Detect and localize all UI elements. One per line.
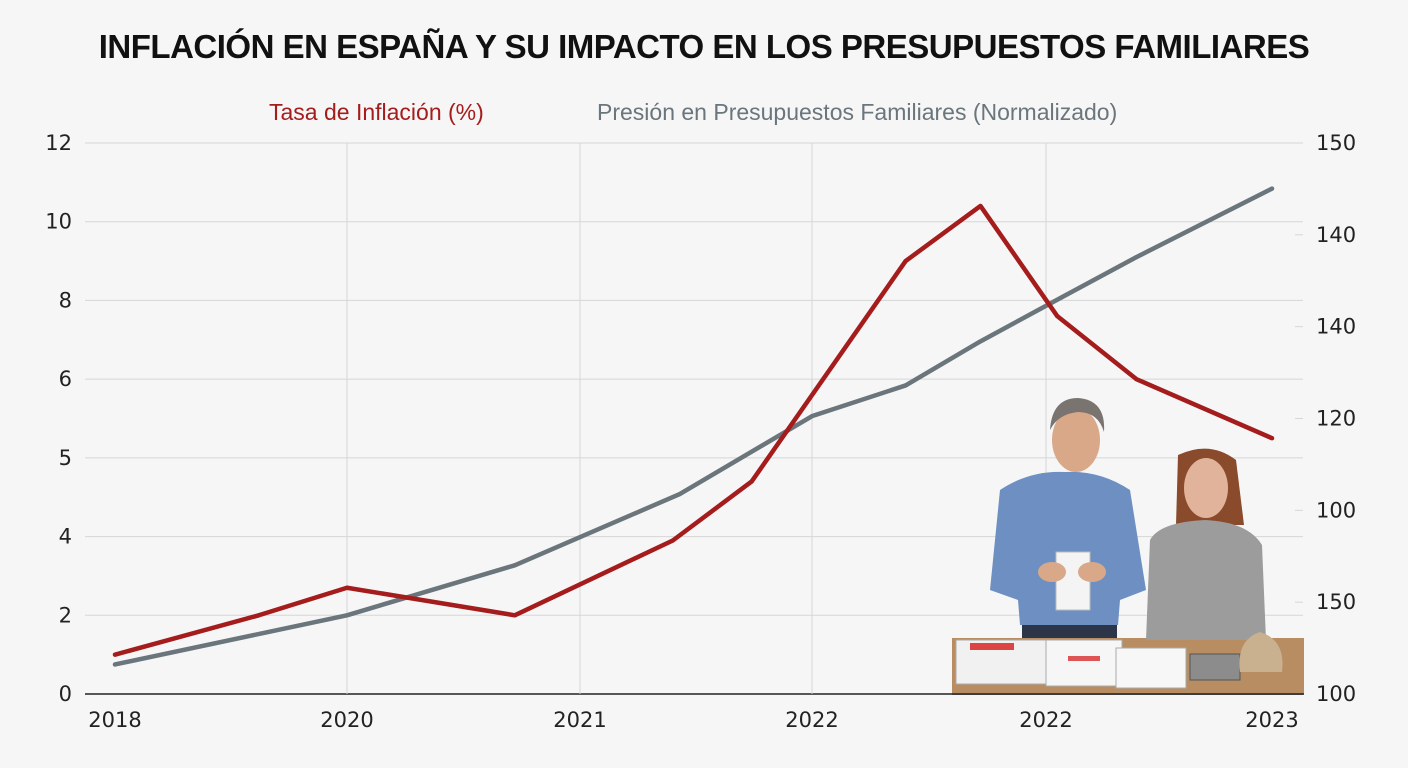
data-point — [345, 585, 349, 590]
y-left-tick-label: 12 — [45, 131, 72, 155]
data-point — [1134, 377, 1139, 382]
data-point — [113, 652, 117, 657]
y-left-tick-label: 6 — [59, 367, 72, 391]
data-point — [1059, 295, 1064, 300]
data-point — [512, 563, 517, 568]
series-line-1 — [112, 186, 1275, 667]
chart-title: INFLACIÓN EN ESPAÑA Y SU IMPACTO EN LOS … — [98, 28, 1310, 65]
data-point — [903, 383, 908, 388]
data-point — [903, 259, 908, 264]
y-right-tick-label: 140 — [1316, 315, 1356, 339]
data-point — [113, 662, 117, 667]
data-point — [1270, 186, 1274, 191]
y-left-tick-label: 5 — [59, 446, 72, 470]
data-point — [1134, 255, 1139, 260]
legend-inflation-rate: Tasa de Inflación (%) — [269, 99, 484, 125]
y-right-tick-label: 100 — [1316, 498, 1356, 522]
y-right-tick-label: 150 — [1316, 590, 1356, 614]
data-point — [1270, 436, 1274, 441]
x-tick-label: 2023 — [1245, 708, 1298, 732]
y-right-tick-label: 100 — [1316, 682, 1356, 706]
y-left-tick-label: 0 — [59, 682, 72, 706]
x-tick-label: 2018 — [88, 708, 141, 732]
x-tick-label: 2022 — [1019, 708, 1072, 732]
data-point — [670, 538, 675, 543]
y-right-tick-label: 140 — [1316, 223, 1356, 247]
data-point — [677, 492, 682, 497]
legend-budget-pressure: Presión en Presupuestos Familiares (Norm… — [597, 99, 1118, 125]
y-right-tick-label: 120 — [1316, 407, 1356, 431]
data-point — [345, 613, 349, 618]
y-right-tick-label: 150 — [1316, 131, 1356, 155]
data-point — [978, 339, 983, 344]
y-left-tick-label: 8 — [59, 288, 72, 312]
data-point — [256, 613, 261, 618]
data-point — [810, 414, 814, 419]
data-point — [978, 203, 983, 208]
worried-couple-illustration — [952, 398, 1304, 695]
data-point — [749, 479, 754, 484]
data-point — [512, 613, 517, 618]
x-tick-label: 2021 — [553, 708, 606, 732]
y-left-tick-label: 2 — [59, 603, 72, 627]
y-left-tick-label: 10 — [45, 210, 72, 234]
y-left-tick-label: 4 — [59, 525, 72, 549]
x-tick-label: 2020 — [320, 708, 373, 732]
data-point — [1055, 314, 1060, 319]
x-tick-label: 2022 — [785, 708, 838, 732]
